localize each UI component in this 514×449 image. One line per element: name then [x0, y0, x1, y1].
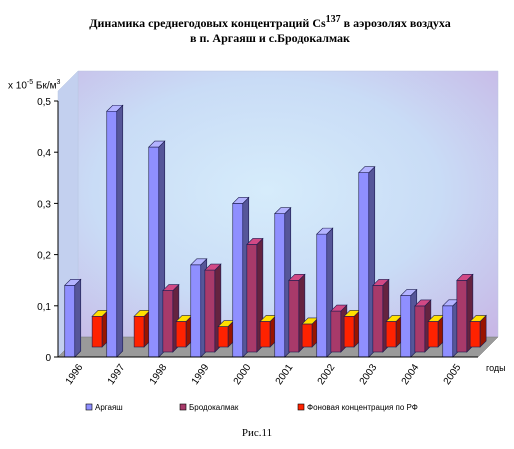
legend-swatch [85, 403, 93, 411]
bar-Фоновая концентрация по РФ-1996 [91, 315, 103, 348]
bar-top [330, 304, 348, 312]
bar-top [204, 263, 222, 271]
legend-label: Бродокалмак [189, 403, 239, 412]
bar-Бродокалмак-2004 [414, 305, 426, 353]
bar-top [64, 279, 82, 286]
bar-Аргаяш-2004 [400, 295, 412, 358]
x-tick-label: 1999 [190, 362, 212, 387]
bar-top [316, 227, 334, 235]
y-tick-label: 0 [45, 353, 51, 364]
y-tick-label: 0,2 [37, 251, 51, 262]
x-axis-label: годы [486, 363, 506, 373]
legend-swatch [179, 403, 187, 411]
legend-label: Фоновая концентрация по РФ [307, 403, 418, 412]
bar-top [372, 279, 390, 286]
bar-top [400, 289, 418, 296]
bar-top [190, 258, 208, 266]
title-line1: Динамика среднегодовых концентраций Cs [89, 16, 326, 30]
x-tick-label: 2000 [232, 362, 254, 387]
bar-Аргаяш-1999 [190, 264, 202, 358]
bar-top [358, 166, 376, 173]
bar-Фоновая концентрация по РФ-2005 [469, 321, 481, 348]
x-tick-label: 2002 [316, 362, 338, 387]
bar-Аргаяш-1997 [106, 110, 118, 358]
legend-swatch [297, 403, 305, 411]
bar-Аргаяш-2005 [442, 305, 454, 358]
bar-top [162, 284, 180, 291]
bar-Бродокалмак-1998 [162, 290, 174, 353]
bar-Фоновая концентрация по РФ-2000 [259, 321, 271, 348]
x-tick-label: 1996 [64, 362, 86, 387]
bar-Бродокалмак-2000 [246, 244, 258, 353]
bar-Бродокалмак-2002 [330, 310, 342, 353]
bar-top [246, 238, 264, 245]
x-tick-label: 2004 [400, 362, 422, 387]
bar-Бродокалмак-2003 [372, 285, 384, 353]
y-tick-label: 0,3 [37, 199, 51, 210]
bar-top [456, 274, 474, 281]
title-superscript: 137 [325, 14, 341, 25]
bar-top [148, 140, 166, 148]
bar-top [469, 315, 487, 322]
bar-Фоновая концентрация по РФ-2001 [301, 323, 313, 348]
bar-Бродокалмак-2005 [456, 280, 468, 353]
legend-label: Аргаяш [95, 403, 123, 412]
bar-Фоновая концентрация по РФ-1997 [133, 315, 145, 348]
x-tick-label: 1998 [148, 362, 170, 387]
bar-Фоновая концентрация по РФ-2002 [343, 315, 355, 348]
y-tick-label: 0,1 [37, 302, 51, 313]
bar-Аргаяш-1996 [64, 285, 76, 358]
title-line1-end: в аэрозолях воздуха [340, 16, 451, 30]
bar-Фоновая концентрация по РФ-1999 [217, 326, 229, 348]
bar-top [106, 104, 124, 112]
bar-side [116, 104, 124, 358]
x-tick-label: 1997 [106, 362, 128, 387]
bar-top [414, 299, 432, 307]
x-tick-label: 2003 [358, 362, 380, 387]
bar-Аргаяш-2000 [232, 203, 244, 358]
bar-Аргаяш-2003 [358, 172, 370, 358]
bar-Аргаяш-2001 [274, 213, 286, 358]
bar-top [274, 207, 292, 214]
x-tick-label: 2001 [274, 362, 296, 387]
y-tick-label: 0,4 [37, 148, 51, 159]
bar-Бродокалмак-1999 [204, 269, 216, 353]
figure-caption: Рис.11 [241, 427, 273, 439]
bar-side [74, 278, 82, 358]
bar-Аргаяш-2002 [316, 233, 328, 358]
title-line2: в п. Аргаяш и с.Бродокалмак [190, 31, 350, 45]
x-tick-label: 2005 [442, 362, 464, 387]
bar-top [288, 274, 306, 281]
bar-Фоновая концентрация по РФ-2004 [427, 321, 439, 348]
bar-Фоновая концентрация по РФ-2003 [385, 321, 397, 348]
bar-Аргаяш-1998 [148, 146, 160, 358]
chart-title: Динамика среднегодовых концентраций Cs13… [60, 12, 480, 46]
y-tick-label: 0,5 [37, 97, 51, 108]
bar-top [232, 197, 250, 204]
y-axis-unit: х 10-5 Бк/м3 [8, 79, 61, 92]
bar-Фоновая концентрация по РФ-1998 [175, 321, 187, 348]
bar-Бродокалмак-2001 [288, 280, 300, 353]
